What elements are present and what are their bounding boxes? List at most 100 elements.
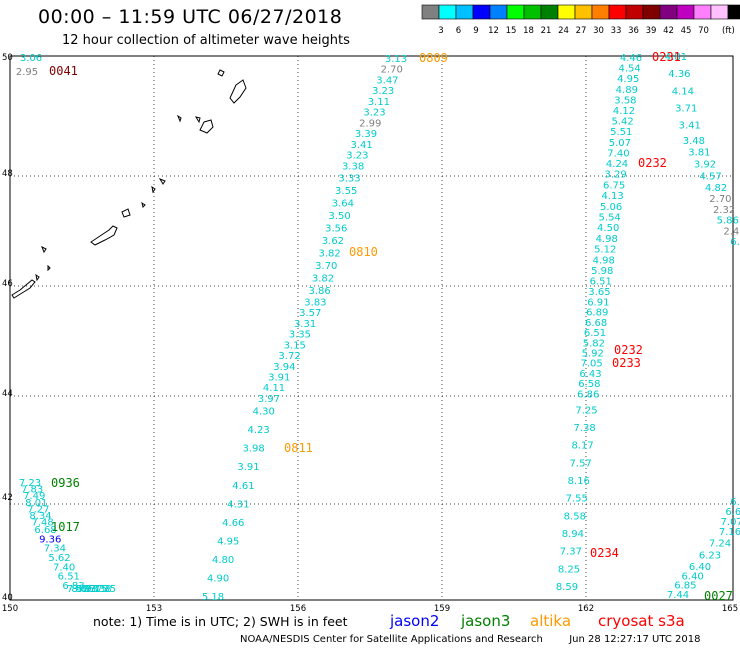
coastline	[90, 225, 118, 246]
track-0936-value: 7.27	[27, 504, 49, 515]
track-0809-0811-value: 3.82	[312, 273, 334, 284]
track-0809-0811-value: 4.30	[253, 407, 275, 418]
credit-line: NOAA/NESDIS Center for Satellite Applica…	[240, 634, 700, 645]
track-0936-value: 7.48	[31, 518, 53, 529]
track-0231-0234-value: 7.25	[575, 405, 597, 416]
map-subtitle: 12 hour collection of altimeter wave hei…	[62, 33, 350, 48]
track-0231-right-value: 4.82	[705, 183, 727, 194]
track-0231-right-value: 6.	[730, 237, 740, 248]
track-0936-value: 7.34	[44, 544, 66, 555]
track-0231-0234-value: 7.37	[560, 547, 582, 558]
credit-text: NOAA/NESDIS Center for Satellite Applica…	[240, 634, 543, 645]
coastline	[199, 119, 214, 134]
track-0231-0234-value: 3.65	[588, 287, 610, 298]
pass-time-label: 0027	[704, 589, 733, 603]
track-0231-0234-value: 6.91	[587, 297, 609, 308]
track-0231-0234-value: 4.13	[602, 191, 624, 202]
track-0231-0234-value: 4.54	[618, 64, 640, 75]
track-0809-0811-value: 4.66	[222, 518, 244, 529]
track-0809-0811-value: 3.57	[299, 308, 321, 319]
track-0809-0811-value: 5.18	[202, 592, 224, 603]
track-0936-value: 6.51	[58, 572, 80, 583]
track-0231-0234-value: 7.40	[607, 148, 629, 159]
coastline	[121, 208, 131, 218]
coastline	[35, 273, 40, 282]
coastline	[176, 114, 182, 123]
track-0809-0811-value: 3.23	[346, 151, 368, 162]
latitude-label: 46	[2, 279, 13, 289]
track-0809-0811-value: 3.15	[284, 340, 306, 351]
legend-unit: (ft)	[722, 26, 735, 36]
track-0809-0811-value: 3.94	[273, 362, 295, 373]
track-0231-0234-value: 8.59	[556, 582, 578, 593]
track-0809-0811-value: 4.61	[232, 481, 254, 492]
track-0231-0234-value: 6.51	[584, 328, 606, 339]
track-0231-right-value: 5.86	[717, 216, 739, 227]
track-0231-right-value: 2.70	[709, 194, 731, 205]
coastline	[47, 264, 51, 272]
track-0936-value: 5.93	[76, 584, 98, 595]
legend-label: 6	[456, 26, 461, 36]
track-0231-0234-value: 5.54	[599, 212, 621, 223]
track-0231-0234-value: 4.12	[613, 106, 635, 117]
track-0936-value: 7.49	[23, 491, 45, 502]
legend-label: 39	[646, 26, 657, 36]
track-left-top-value: 3.06	[20, 53, 42, 64]
track-0809-0811-value: 3.35	[289, 330, 311, 341]
track-0231-0234-value: 7.38	[573, 423, 595, 434]
track-0231-right-value: 3.48	[683, 136, 705, 147]
longitude-label: 153	[146, 604, 162, 614]
track-0809-0811-value: 3.82	[318, 248, 340, 259]
track-0936-value: 5.62	[48, 553, 70, 564]
track-0231-0234-value: 3.58	[614, 95, 636, 106]
latitude-label: 40	[2, 593, 13, 603]
track-0809-0811-value: 3.11	[368, 97, 390, 108]
legend-label: 27	[576, 26, 587, 36]
track-0809-0811-value: 3.72	[278, 351, 300, 362]
track-0231-0234-value: 8.16	[568, 476, 590, 487]
track-0809-0811-value: 3.55	[335, 186, 357, 197]
map-frame	[9, 55, 734, 601]
track-0231-0234-value: 5.82	[583, 338, 605, 349]
track-0231-0234-value: 7.55	[566, 494, 588, 505]
track-0936-value: 7.15	[85, 584, 107, 595]
track-0809-0811-value: 3.47	[376, 75, 398, 86]
track-0027-value: 7.16	[719, 527, 740, 538]
legend-label: 45	[681, 26, 692, 36]
track-0809-0811-value: 4.80	[212, 555, 234, 566]
track-0936-value: 6.37	[80, 584, 102, 595]
track-0936-value: 9.36	[39, 534, 61, 545]
track-0809-0811-value: 3.91	[268, 372, 290, 383]
track-0809-0811-value: 3.70	[315, 261, 337, 272]
track-0809-0811-value: 3.33	[338, 173, 360, 184]
pass-time-label: 0811	[284, 441, 313, 455]
longitude-label: 162	[578, 604, 594, 614]
track-0809-0811-value: 4.31	[227, 499, 249, 510]
legend-label: 15	[506, 26, 517, 36]
pass-time-label: 0231	[652, 50, 681, 64]
track-0936-value: 8.34	[29, 511, 51, 522]
legend-swatch	[727, 4, 740, 20]
track-0809-0811-value: 4.95	[217, 536, 239, 547]
footer-note: note: 1) Time is in UTC; 2) SWH is in fe…	[93, 612, 685, 630]
track-0231-0234-value: 4.98	[596, 234, 618, 245]
track-0231-0234-value: 4.50	[597, 223, 619, 234]
track-0809-0811-value: 4.11	[263, 383, 285, 394]
pass-time-label: 0810	[349, 245, 378, 259]
legend-label: 24	[558, 26, 569, 36]
track-0027-value: 7.24	[709, 539, 731, 550]
track-0027-value: 7.07	[721, 517, 740, 528]
track-0027-value: 6.6	[725, 507, 740, 518]
coastline	[229, 79, 247, 104]
coastline	[194, 116, 201, 124]
longitude-label: 156	[290, 604, 306, 614]
track-0809-0811-value: 3.39	[355, 129, 377, 140]
track-0936-value: 6.68	[34, 525, 56, 536]
track-0231-0234-value: 4.24	[606, 159, 628, 170]
track-0231-0234-value: 6.68	[585, 318, 607, 329]
track-0231-0234-value: 6.75	[603, 180, 625, 191]
track-0231-0234-value: 7.05	[580, 359, 602, 370]
track-0936-value: 7.83	[21, 485, 43, 496]
longitude-label: 150	[2, 604, 18, 614]
